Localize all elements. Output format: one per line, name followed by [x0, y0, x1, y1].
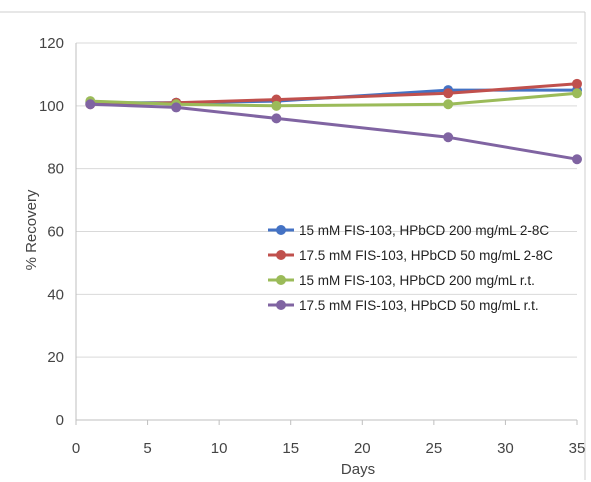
- x-axis-title: Days: [341, 461, 375, 478]
- data-point-s4-2: [171, 102, 182, 113]
- legend-swatch-marker: [276, 250, 286, 260]
- legend: 15 mM FIS-103, HPbCD 200 mg/mL 2-8C 17.5 …: [268, 223, 553, 313]
- y-tick-label: 60: [47, 224, 64, 241]
- x-tick-label: 0: [72, 440, 80, 457]
- legend-label: 15 mM FIS-103, HPbCD 200 mg/mL 2-8C: [299, 223, 549, 238]
- y-tick-label: 0: [56, 412, 64, 429]
- x-tick-label: 25: [426, 440, 443, 457]
- data-point-s2-4: [443, 88, 454, 99]
- x-tick-label: 15: [282, 440, 299, 457]
- x-tick-label: 30: [497, 440, 514, 457]
- series-group: [85, 78, 582, 165]
- legend-swatch-marker: [276, 275, 286, 285]
- x-tick-labels: 0 5 10 15 20 25 30 35: [72, 440, 586, 457]
- data-point-s3-5: [572, 88, 582, 99]
- legend-swatch-marker: [276, 225, 286, 235]
- legend-label: 17.5 mM FIS-103, HPbCD 50 mg/mL 2-8C: [299, 248, 553, 263]
- x-tick-label: 5: [143, 440, 151, 457]
- x-tick-label: 10: [211, 440, 228, 457]
- y-tick-label: 100: [39, 98, 64, 115]
- y-tick-labels: 0 20 40 60 80 100 120: [39, 35, 64, 429]
- x-tick-label: 35: [569, 440, 586, 457]
- y-tick-label: 120: [39, 35, 64, 52]
- legend-swatch-marker: [276, 300, 286, 310]
- axes: [75, 43, 578, 425]
- legend-label: 15 mM FIS-103, HPbCD 200 mg/mL r.t.: [299, 273, 535, 288]
- data-point-s4-4: [443, 132, 454, 143]
- y-tick-label: 20: [47, 349, 64, 366]
- y-tick-label: 80: [47, 161, 64, 178]
- data-point-s4-3: [271, 113, 282, 124]
- series-line-4: [90, 102, 578, 161]
- data-point-s4-1: [85, 99, 96, 110]
- y-tick-label: 40: [47, 286, 64, 303]
- y-axis-title: % Recovery: [23, 189, 40, 270]
- series-line-3: [90, 91, 578, 108]
- data-point-s2-5: [572, 78, 582, 89]
- legend-label: 17.5 mM FIS-103, HPbCD 50 mg/mL r.t.: [299, 298, 539, 313]
- data-point-s3-3: [271, 100, 282, 111]
- data-point-s3-4: [443, 99, 454, 110]
- x-tick-label: 20: [354, 440, 371, 457]
- data-point-s4-5: [572, 154, 582, 165]
